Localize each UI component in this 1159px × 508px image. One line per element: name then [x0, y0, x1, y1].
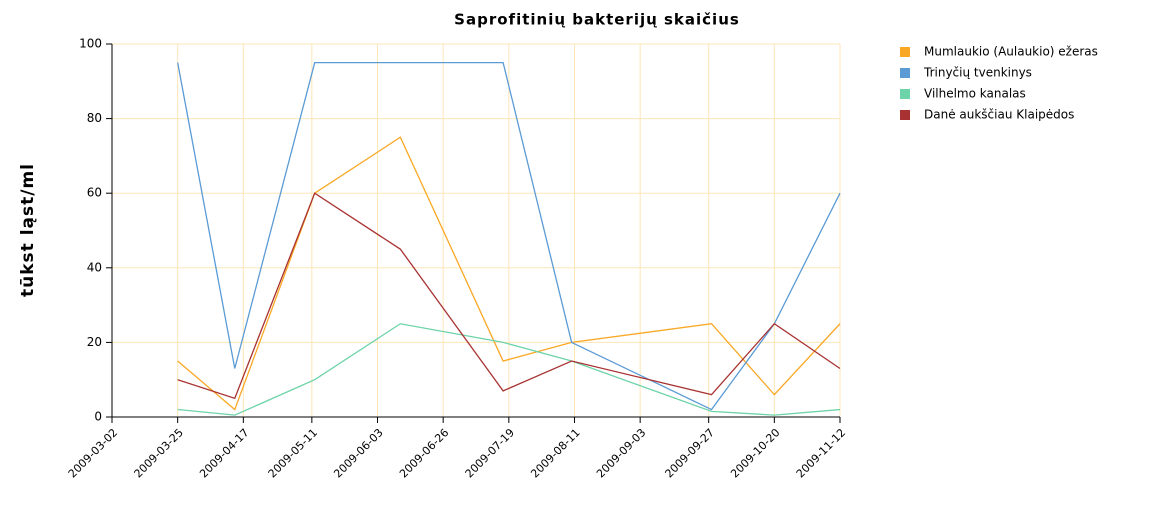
y-tick-label: 40	[87, 260, 102, 274]
series-line	[177, 62, 841, 411]
x-tick-label: 2009-06-26	[397, 426, 451, 480]
legend-label: Mumlaukio (Aulaukio) ežeras	[924, 45, 1098, 59]
y-tick-label: 0	[94, 410, 102, 424]
series-line	[177, 323, 841, 416]
legend-label: Trinyčių tvenkinys	[923, 66, 1032, 80]
y-tick-label: 20	[87, 335, 102, 349]
series-line	[177, 192, 841, 400]
x-tick-label: 2009-11-12	[794, 426, 848, 480]
legend-swatch	[900, 89, 910, 99]
x-tick-label: 2009-06-03	[331, 426, 385, 480]
y-tick-label: 60	[87, 186, 102, 200]
x-tick-label: 2009-08-11	[528, 426, 582, 480]
legend-label: Danė aukščiau Klaipėdos	[924, 108, 1074, 122]
chart-title: Saprofitinių bakterijų skaičius	[454, 11, 740, 29]
x-tick-label: 2009-04-17	[197, 426, 251, 480]
legend-swatch	[900, 68, 910, 78]
y-axis-label: tūkst ląst/ml	[18, 163, 38, 297]
x-tick-label: 2009-05-11	[266, 426, 320, 480]
x-tick-label: 2009-10-20	[728, 426, 782, 480]
x-tick-label: 2009-07-19	[463, 426, 517, 480]
series-line	[177, 136, 841, 411]
legend-label: Vilhelmo kanalas	[924, 87, 1026, 101]
x-tick-label: 2009-03-25	[132, 426, 186, 480]
legend-swatch	[900, 110, 910, 120]
legend-swatch	[900, 47, 910, 57]
x-tick-label: 2009-09-27	[663, 426, 717, 480]
x-tick-label: 2009-09-03	[594, 426, 648, 480]
y-tick-label: 100	[79, 37, 102, 51]
y-tick-label: 80	[87, 111, 102, 125]
x-tick-label: 2009-03-02	[66, 426, 120, 480]
